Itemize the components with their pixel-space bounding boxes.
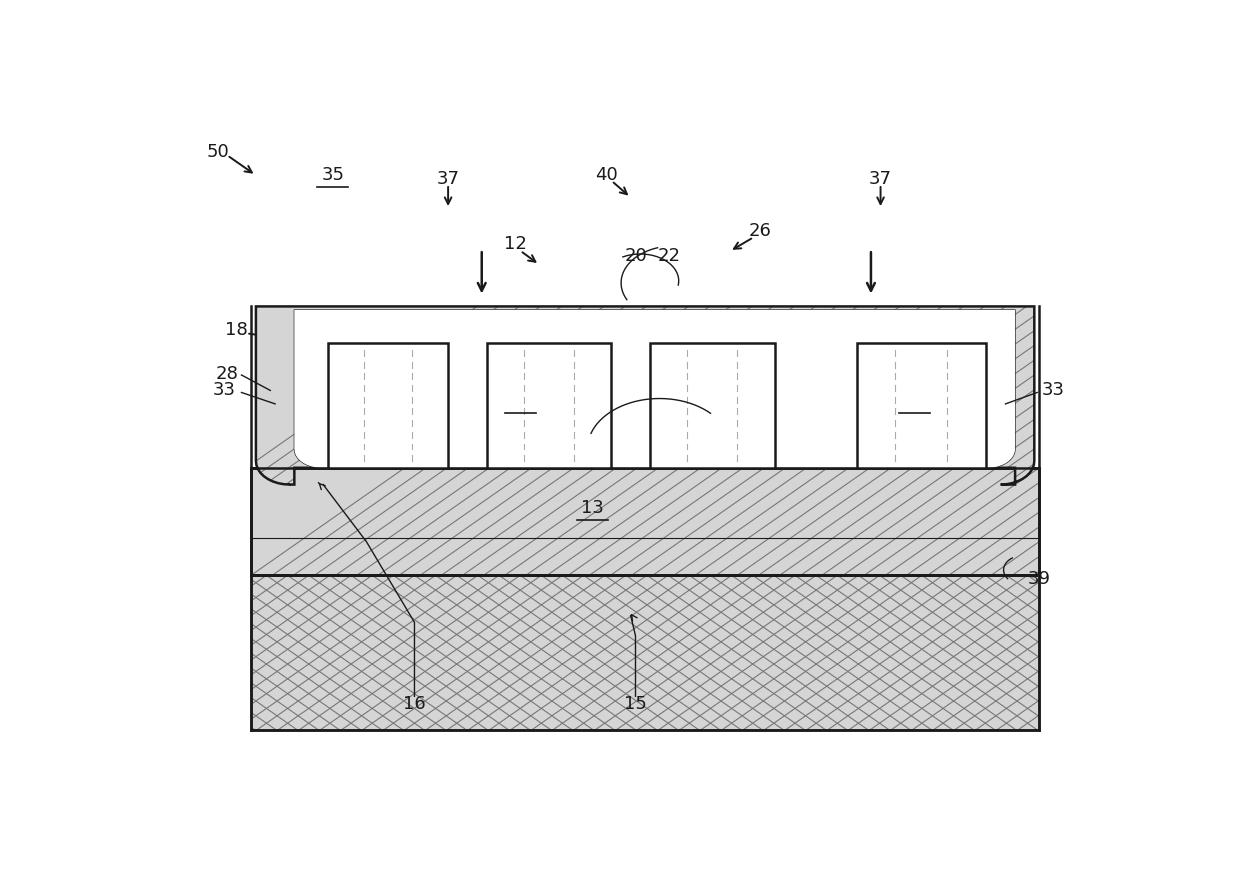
Text: 33: 33 [1042, 382, 1065, 400]
Polygon shape [250, 468, 1039, 575]
Bar [857, 343, 986, 468]
Text: 18: 18 [226, 321, 248, 339]
Text: 32: 32 [508, 391, 532, 409]
Text: 14: 14 [903, 391, 925, 409]
Polygon shape [250, 575, 1039, 730]
Text: 28: 28 [216, 365, 238, 382]
Text: 19: 19 [667, 402, 691, 420]
Polygon shape [294, 310, 1016, 468]
Text: 35: 35 [321, 167, 345, 184]
Polygon shape [250, 468, 1039, 575]
Text: 33: 33 [213, 382, 236, 400]
Polygon shape [250, 575, 1039, 730]
Bar [327, 343, 448, 468]
Text: 15: 15 [624, 696, 647, 713]
Text: 16: 16 [403, 696, 425, 713]
Text: 37: 37 [869, 169, 892, 188]
Text: 39: 39 [1028, 570, 1050, 588]
Text: 13: 13 [580, 499, 604, 517]
Text: 22: 22 [657, 247, 681, 265]
Polygon shape [255, 306, 1034, 485]
Polygon shape [250, 575, 1039, 730]
Text: 37: 37 [436, 169, 460, 188]
Text: 40: 40 [595, 167, 618, 184]
Bar [486, 343, 611, 468]
Text: 26: 26 [749, 222, 771, 240]
Text: 20: 20 [624, 247, 647, 265]
Bar [650, 343, 775, 468]
Text: 50: 50 [206, 143, 229, 161]
Text: 12: 12 [503, 235, 527, 253]
Polygon shape [255, 306, 1034, 485]
